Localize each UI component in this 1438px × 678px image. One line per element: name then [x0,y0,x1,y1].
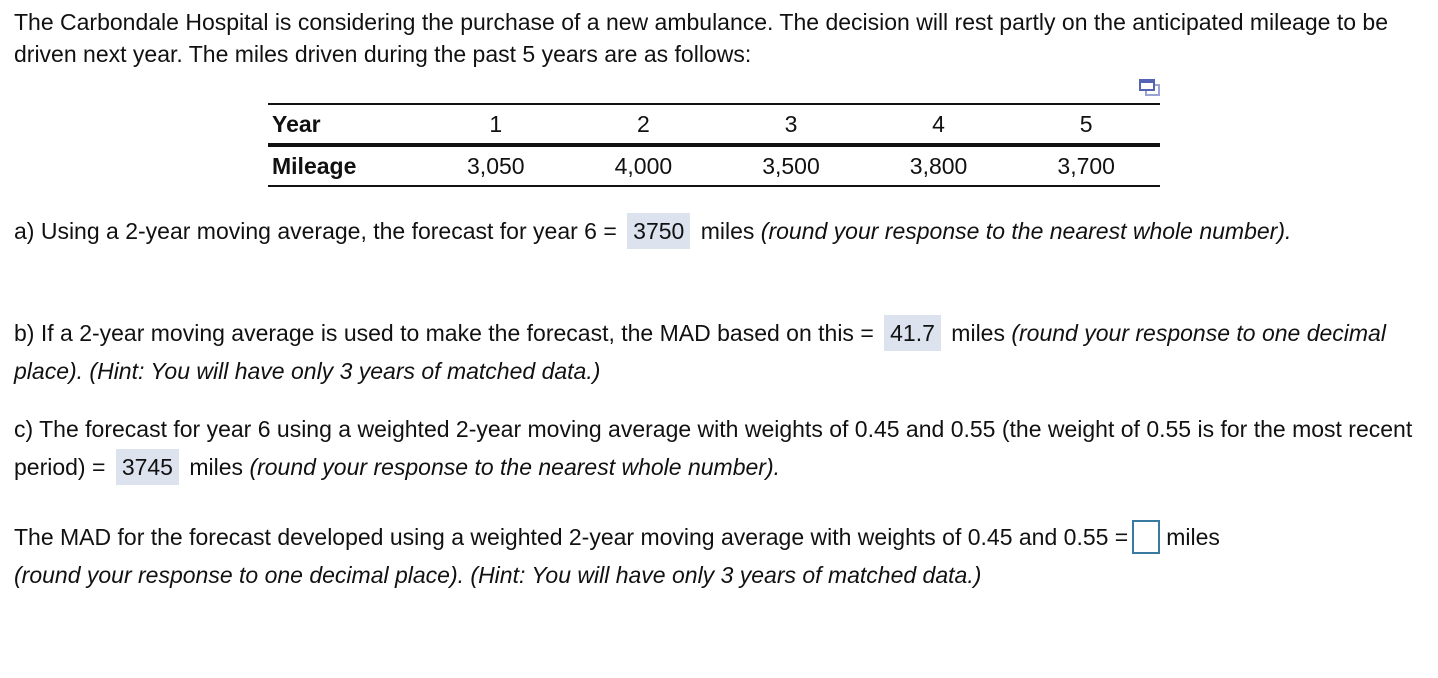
year-cell: 2 [569,103,718,147]
row-header: Year [268,103,422,147]
table-row-mileage: Mileage 3,050 4,000 3,500 3,800 3,700 [268,145,1160,187]
year-cell: 4 [864,103,1013,147]
question-b: b) If a 2-year moving average is used to… [14,314,1424,390]
problem-intro: The Carbondale Hospital is considering t… [14,9,1388,67]
mileage-cell: 3,700 [1012,145,1160,187]
year-cell: 1 [422,103,570,147]
mileage-table: Year 1 2 3 4 5 Mileage 3,050 4,000 3,500… [268,103,1160,187]
table-row-year: Year 1 2 3 4 5 [268,103,1160,147]
answer-a[interactable]: 3750 [627,213,691,249]
question-c: c) The forecast for year 6 using a weigh… [14,410,1424,486]
answer-b[interactable]: 41.7 [884,315,941,351]
question-d: The MAD for the forecast developed using… [14,518,1424,594]
mileage-cell: 4,000 [569,145,718,187]
mileage-cell: 3,800 [864,145,1013,187]
mileage-cell: 3,050 [422,145,570,187]
year-cell: 3 [717,103,865,147]
answer-c[interactable]: 3745 [115,449,179,485]
mileage-cell: 3,500 [717,145,865,187]
question-a: a) Using a 2-year moving average, the fo… [14,212,1424,250]
copy-window-icon[interactable] [1137,77,1163,97]
answer-d-input[interactable] [1132,519,1161,554]
row-header: Mileage [268,145,422,187]
year-cell: 5 [1012,103,1160,147]
